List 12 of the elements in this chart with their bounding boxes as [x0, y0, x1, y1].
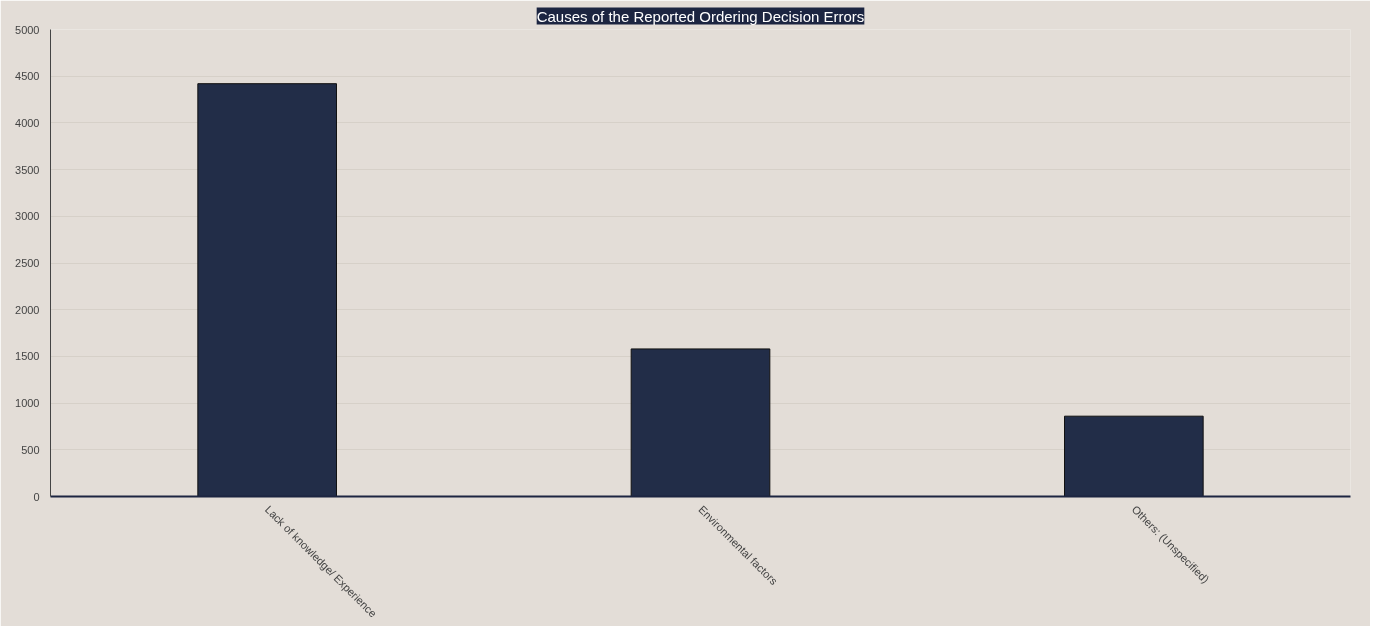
y-tick-label: 4000	[15, 116, 40, 129]
y-tick-label: 2000	[15, 303, 40, 316]
chart-title: Causes of the Reported Ordering Decision Errors	[536, 7, 865, 25]
y-tick-label: 500	[21, 443, 40, 456]
y-tick-label: 0	[33, 490, 40, 503]
y-tick-label: 3500	[15, 163, 40, 176]
y-tick-label: 5000	[15, 23, 40, 36]
y-tick-label: 4500	[15, 70, 40, 83]
y-tick-label: 3000	[15, 210, 40, 223]
y-tick-label: 2500	[15, 257, 40, 269]
y-tick-label: 1500	[15, 350, 40, 363]
y-tick-label: 1000	[15, 397, 40, 410]
